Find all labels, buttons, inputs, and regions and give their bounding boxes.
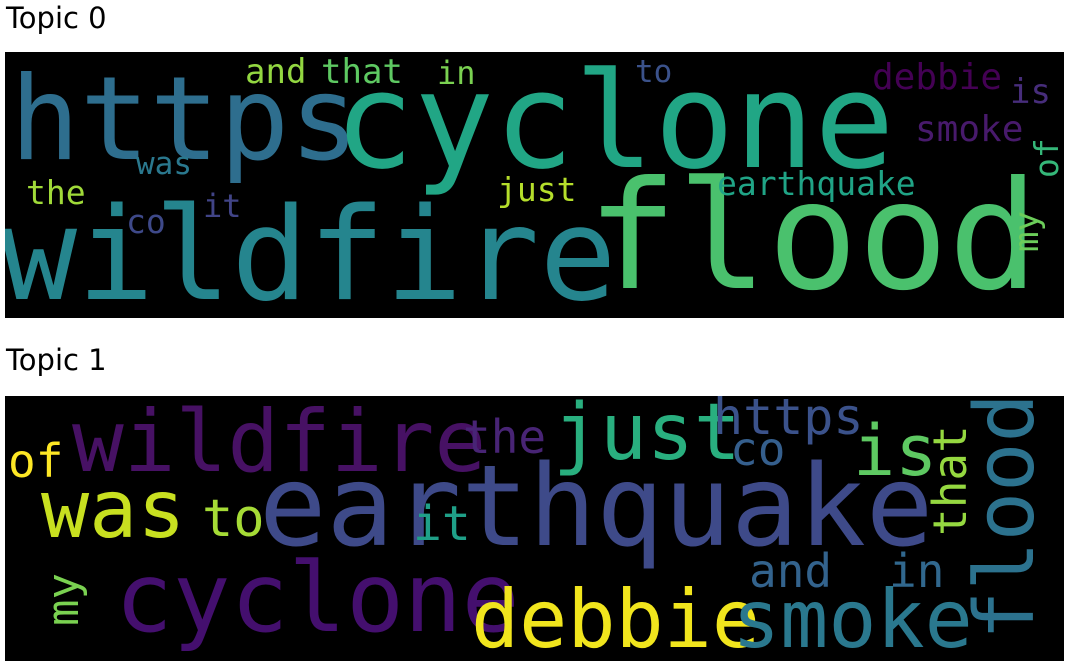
word-is: is bbox=[1010, 72, 1051, 112]
word-that: that bbox=[321, 52, 403, 92]
word-in: in bbox=[437, 54, 476, 92]
word-was: was bbox=[41, 463, 186, 556]
word-debbie: debbie bbox=[872, 57, 1003, 98]
word-earthquake: earthquake bbox=[717, 164, 916, 203]
word-cyclone: cyclone bbox=[115, 542, 520, 654]
word-cyclone: cyclone bbox=[334, 52, 895, 199]
word-my: my bbox=[38, 573, 89, 626]
word-to: to bbox=[635, 54, 673, 90]
word-my: my bbox=[1007, 211, 1047, 252]
word-it: it bbox=[203, 187, 242, 225]
word-co: co bbox=[126, 202, 166, 241]
word-and: and bbox=[749, 544, 833, 598]
word-the: the bbox=[463, 410, 547, 464]
word-smoke: smoke bbox=[732, 573, 973, 661]
word-flood: flood bbox=[958, 396, 1053, 640]
word-wildfire: wildfire bbox=[5, 181, 617, 319]
topic-0-title: Topic 0 bbox=[6, 1, 107, 35]
word-https: https bbox=[10, 52, 360, 187]
word-to: to bbox=[202, 489, 265, 549]
word-just: just bbox=[497, 170, 577, 209]
word-is: is bbox=[853, 410, 938, 492]
topic-1-title: Topic 1 bbox=[6, 343, 107, 377]
word-wildfire: wildfire bbox=[72, 396, 487, 492]
word-smoke: smoke bbox=[915, 109, 1024, 150]
word-was: was bbox=[136, 146, 192, 182]
word-flood: flood bbox=[587, 150, 1039, 318]
topic-1-word-cloud: of wildfire the just https is co was to … bbox=[5, 396, 1064, 661]
word-the: the bbox=[26, 173, 86, 212]
word-co: co bbox=[730, 422, 786, 476]
word-debbie: debbie bbox=[471, 573, 760, 661]
topic-0-word-cloud: https cyclone wildfire flood and that in… bbox=[5, 52, 1064, 318]
word-of: of bbox=[1027, 138, 1064, 178]
word-earthquake: earthquake bbox=[259, 442, 934, 572]
word-it: it bbox=[413, 496, 471, 552]
word-of: of bbox=[8, 434, 64, 488]
word-and: and bbox=[245, 52, 307, 92]
word-in: in bbox=[889, 544, 945, 598]
word-https: https bbox=[713, 396, 864, 446]
word-just: just bbox=[553, 396, 741, 478]
